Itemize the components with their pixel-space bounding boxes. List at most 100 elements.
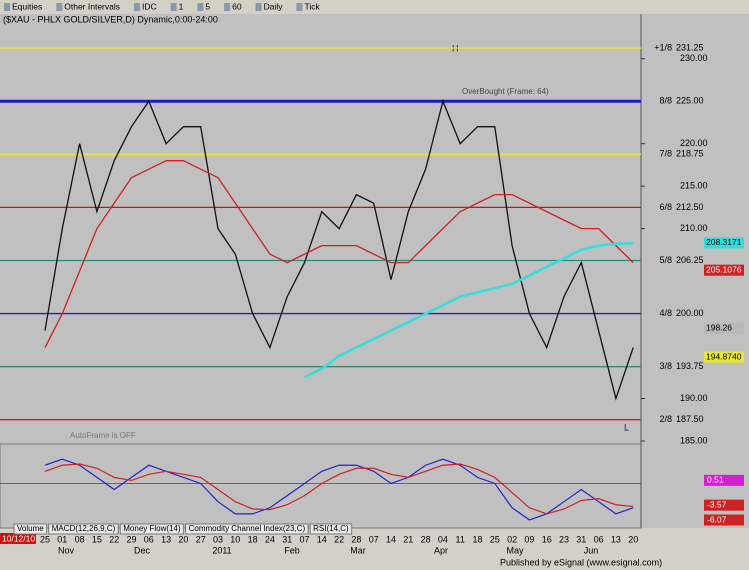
x-tick-label: 27: [196, 534, 206, 544]
level-value: 212.50: [676, 202, 704, 212]
level-value: 206.25: [676, 255, 704, 265]
indicator-marker: [704, 474, 744, 486]
y-tick-label: 230.00: [680, 53, 708, 63]
x-tick-label: 06: [144, 534, 154, 544]
price-line: [44, 99, 634, 401]
month-label: Jun: [584, 545, 599, 555]
month-label: Apr: [434, 545, 448, 555]
x-tick-label: 29: [126, 534, 136, 544]
price-line: [303, 241, 634, 379]
level-value: 231.25: [676, 42, 704, 52]
tab[interactable]: [309, 523, 353, 535]
x-tick-label: 04: [438, 534, 448, 544]
toolbar-item[interactable]: 60: [232, 1, 242, 11]
x-tick-label: 09: [524, 534, 534, 544]
tab-label[interactable]: Volume: [17, 524, 44, 533]
tab[interactable]: [48, 523, 119, 535]
x-tick-label: 25: [40, 534, 50, 544]
x-tick-label: 20: [178, 534, 188, 544]
level-name: 6/8: [659, 202, 672, 212]
tab-label[interactable]: Money Flow(14): [123, 524, 181, 533]
x-tick-label: 13: [161, 534, 171, 544]
month-label: Mar: [350, 545, 366, 555]
x-tick-label: 22: [334, 534, 344, 544]
x-tick-label: 10: [230, 534, 240, 544]
x-tick-label: 02: [507, 534, 517, 544]
x-tick-label: 14: [317, 534, 327, 544]
footer: Published by eSignal (www.esignal.com): [500, 557, 662, 567]
toolbar-icon: [134, 3, 140, 11]
price-marker: [704, 237, 744, 249]
level-name: 4/8: [659, 308, 672, 318]
x-tick-label: 31: [576, 534, 586, 544]
level-name: 3/8: [659, 361, 672, 371]
price-line: [44, 160, 634, 348]
toolbar-icon: [296, 3, 303, 11]
x-tick-label: 16: [542, 534, 552, 544]
x-tick-label: 21: [403, 534, 413, 544]
price-marker: [704, 351, 744, 363]
x-tick-label: 28: [421, 534, 431, 544]
x-tick-label: 11: [456, 534, 465, 544]
toolbar-icon: [170, 3, 177, 11]
toolbar-item[interactable]: Equities: [12, 1, 42, 11]
level-value: 193.75: [676, 361, 704, 371]
start-date-box: [0, 533, 36, 544]
tab[interactable]: [13, 523, 48, 535]
annotation: AutoFrame is OFF: [70, 431, 136, 440]
price-marker-label: 194.8740: [706, 351, 742, 361]
x-tick-label: 01: [57, 534, 67, 544]
x-tick-label: 18: [472, 534, 482, 544]
tab[interactable]: [119, 523, 185, 535]
annotation: OverBought (Frame: 64): [462, 87, 549, 96]
indicator-line: [44, 463, 634, 515]
level-name: 2/8: [659, 414, 672, 424]
level-name: 7/8: [659, 149, 672, 159]
y-tick-label: 185.00: [680, 435, 708, 445]
toolbar-item[interactable]: Daily: [264, 1, 284, 11]
level-value: 225.00: [676, 96, 704, 106]
tab-label[interactable]: Commodity Channel Index(23,C): [189, 524, 306, 533]
month-label: May: [506, 545, 524, 555]
x-tick-label: 08: [75, 534, 85, 544]
toolbar-item[interactable]: 1: [179, 1, 184, 11]
x-tick-label: 06: [594, 534, 604, 544]
level-value: 200.00: [676, 308, 704, 318]
x-tick-label: 23: [559, 534, 569, 544]
chart-title: ($XAU - PHLX GOLD/SILVER,D) Dynamic,0:00…: [3, 14, 218, 24]
month-label: 2011: [212, 545, 231, 555]
y-tick-label: 220.00: [680, 138, 708, 148]
tab-label[interactable]: RSI(14,C): [313, 524, 349, 533]
toolbar-icon: [197, 3, 204, 11]
annotation: L: [624, 422, 629, 432]
level-name: 8/8: [659, 96, 672, 106]
level-name: 5/8: [659, 255, 672, 265]
price-marker-label: 208.3171: [706, 237, 742, 247]
price-marker: [704, 264, 744, 276]
indicator-line: [44, 458, 634, 521]
toolbar-item[interactable]: IDC: [142, 1, 157, 11]
x-tick-label: 07: [299, 534, 309, 544]
start-date: 10/12/10: [2, 533, 35, 543]
toolbar-item[interactable]: Other Intervals: [64, 1, 120, 11]
x-tick-label: 22: [109, 534, 119, 544]
y-tick-label: 190.00: [680, 393, 708, 403]
toolbar-icon: [4, 3, 10, 11]
month-label: Dec: [134, 545, 151, 555]
toolbar-icon: [56, 3, 63, 11]
price-marker-label: 205.1076: [706, 264, 742, 274]
toolbar-item[interactable]: Tick: [304, 1, 320, 11]
indicator-marker: [704, 514, 744, 526]
toolbar-icon: [224, 3, 231, 11]
toolbar-item[interactable]: 5: [205, 1, 210, 11]
tab-label[interactable]: MACD(12,26,9,C): [52, 524, 116, 533]
indicator-marker-label: -3.57: [707, 499, 727, 509]
x-tick-label: 24: [265, 534, 275, 544]
price-marker-label: 198.26: [706, 323, 732, 333]
tab[interactable]: [185, 523, 309, 535]
level-name: +1/8: [654, 42, 672, 52]
x-tick-label: 18: [248, 534, 258, 544]
price-marker: [704, 322, 744, 334]
x-tick-label: 31: [282, 534, 292, 544]
